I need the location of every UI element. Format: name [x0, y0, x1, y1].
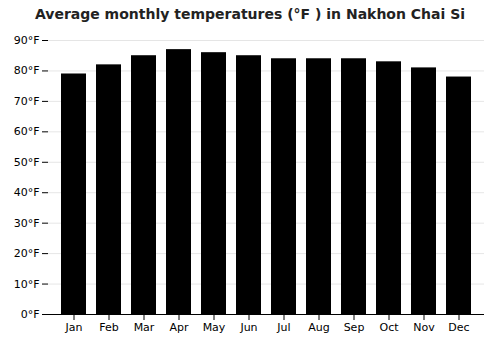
svg-text:30°F: 30°F: [14, 217, 40, 230]
svg-text:10°F: 10°F: [14, 278, 40, 291]
svg-text:Sep: Sep: [344, 321, 365, 334]
svg-text:50°F: 50°F: [14, 156, 40, 169]
svg-text:Feb: Feb: [99, 321, 118, 334]
svg-text:0°F: 0°F: [21, 308, 40, 321]
svg-text:20°F: 20°F: [14, 247, 40, 260]
svg-text:Mar: Mar: [134, 321, 155, 334]
svg-text:90°F: 90°F: [14, 34, 40, 47]
svg-text:Jul: Jul: [276, 321, 290, 334]
svg-text:Apr: Apr: [169, 321, 189, 334]
svg-text:60°F: 60°F: [14, 125, 40, 138]
svg-text:80°F: 80°F: [14, 64, 40, 77]
svg-text:70°F: 70°F: [14, 95, 40, 108]
svg-text:Nov: Nov: [413, 321, 435, 334]
svg-text:Aug: Aug: [308, 321, 329, 334]
svg-text:Dec: Dec: [448, 321, 469, 334]
svg-text:40°F: 40°F: [14, 186, 40, 199]
svg-text:Oct: Oct: [379, 321, 399, 334]
svg-text:Jun: Jun: [239, 321, 257, 334]
html-text:Average monthly temperatures (: Average monthly temperatures (°F ) in Na…: [34, 6, 466, 22]
svg-text:Jan: Jan: [65, 321, 83, 334]
svg-text:May: May: [203, 321, 226, 334]
